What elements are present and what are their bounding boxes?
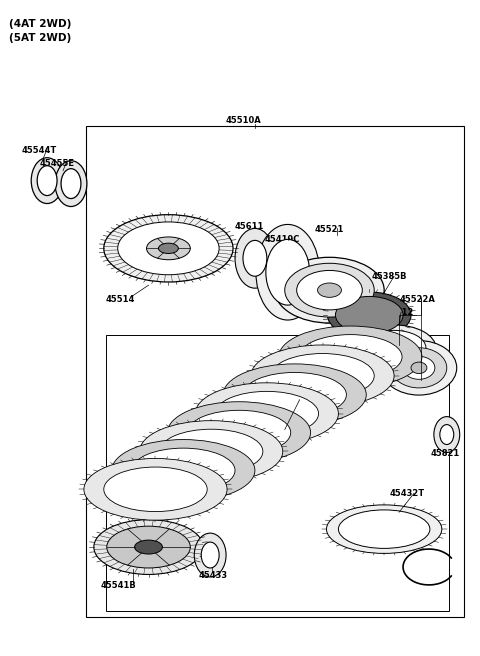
Ellipse shape	[326, 505, 442, 554]
Ellipse shape	[381, 340, 457, 395]
Ellipse shape	[55, 161, 87, 207]
Ellipse shape	[94, 520, 203, 575]
Text: 45385B: 45385B	[371, 272, 407, 281]
Ellipse shape	[411, 362, 427, 373]
Text: 45510A: 45510A	[225, 116, 261, 125]
Ellipse shape	[201, 542, 219, 568]
Ellipse shape	[235, 228, 275, 288]
Ellipse shape	[243, 240, 267, 276]
Ellipse shape	[434, 417, 460, 453]
Ellipse shape	[299, 335, 402, 379]
Ellipse shape	[194, 533, 226, 577]
Text: 45521: 45521	[314, 226, 344, 234]
Ellipse shape	[223, 364, 366, 426]
Ellipse shape	[271, 354, 374, 398]
Ellipse shape	[285, 263, 374, 317]
Ellipse shape	[159, 429, 263, 474]
Ellipse shape	[168, 401, 311, 463]
Ellipse shape	[140, 420, 283, 482]
Ellipse shape	[336, 297, 403, 334]
Ellipse shape	[279, 326, 422, 388]
Text: 45544T: 45544T	[21, 146, 57, 155]
Text: 45412: 45412	[384, 308, 414, 317]
Ellipse shape	[275, 257, 384, 323]
Ellipse shape	[318, 283, 341, 297]
Ellipse shape	[251, 345, 394, 407]
Text: 45821: 45821	[431, 449, 460, 459]
Ellipse shape	[107, 526, 190, 568]
Ellipse shape	[146, 237, 190, 260]
Ellipse shape	[243, 373, 347, 417]
Ellipse shape	[61, 169, 81, 199]
Ellipse shape	[84, 459, 227, 520]
Ellipse shape	[266, 239, 310, 305]
Text: 45541B: 45541B	[101, 581, 137, 590]
Text: 45455E: 45455E	[39, 159, 74, 168]
Bar	[86, 126, 464, 617]
Ellipse shape	[112, 440, 255, 501]
Ellipse shape	[391, 348, 447, 388]
Text: 45426A: 45426A	[270, 392, 306, 401]
Text: (5AT 2WD): (5AT 2WD)	[9, 33, 72, 43]
Text: (4AT 2WD): (4AT 2WD)	[9, 19, 72, 30]
Ellipse shape	[440, 424, 454, 445]
Text: 45432T: 45432T	[389, 489, 424, 499]
Text: 45522A: 45522A	[399, 295, 435, 304]
Ellipse shape	[195, 383, 338, 445]
Text: 45611: 45611	[235, 222, 264, 232]
Bar	[106, 335, 449, 611]
Ellipse shape	[297, 270, 362, 310]
Text: 45514: 45514	[106, 295, 135, 304]
Ellipse shape	[132, 448, 235, 493]
Text: 45433: 45433	[198, 571, 228, 580]
Ellipse shape	[327, 292, 411, 338]
Ellipse shape	[362, 331, 426, 365]
Ellipse shape	[37, 166, 57, 195]
Ellipse shape	[215, 392, 319, 436]
Ellipse shape	[256, 224, 320, 320]
Ellipse shape	[104, 467, 207, 512]
Ellipse shape	[403, 356, 435, 379]
Ellipse shape	[134, 540, 162, 554]
Ellipse shape	[187, 410, 291, 455]
Ellipse shape	[118, 222, 219, 275]
Ellipse shape	[338, 510, 430, 548]
Ellipse shape	[104, 215, 233, 282]
Ellipse shape	[158, 243, 179, 253]
Text: 45419C: 45419C	[265, 236, 300, 245]
Ellipse shape	[352, 325, 436, 371]
Ellipse shape	[31, 157, 63, 203]
